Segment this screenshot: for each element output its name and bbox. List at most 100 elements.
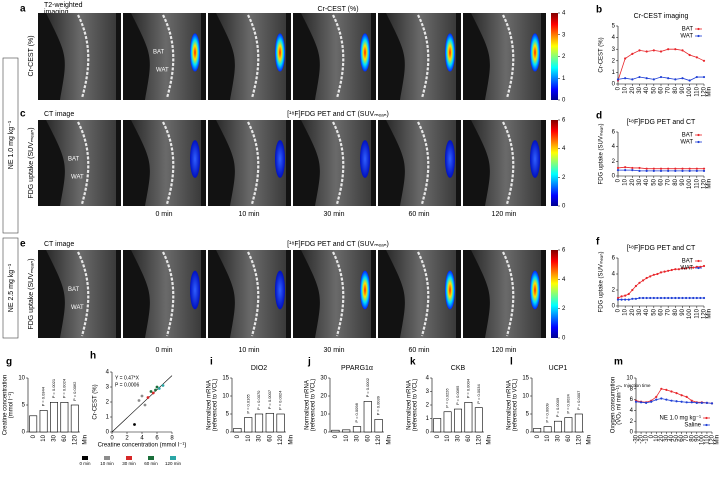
spine [247,14,260,99]
data-point [631,78,634,81]
bar [554,420,562,433]
data-point [620,295,623,298]
time-label: 10 min [238,347,259,354]
time-label: 0 min [155,347,172,354]
legend-label: 120 min [165,461,182,466]
colorbar [551,250,558,338]
colorbar-label: 1 [562,76,566,82]
data-point [624,294,627,297]
bar [564,417,573,433]
y-tick-label: 2 [426,403,430,409]
data-point [645,276,648,280]
body-outline [46,120,116,206]
data-point [161,384,165,387]
spine [162,121,175,205]
p-value: P = 0.0002 [365,377,370,397]
x-tick-label: 10 [623,86,629,93]
colorbar-label: 4 [562,146,566,152]
legend-label: BAT [682,133,694,139]
spine [417,251,430,337]
group-label: NE 1.0 mg kg⁻¹ [8,120,15,169]
x-tick-label: -10 [644,434,650,443]
body-outline [46,13,116,100]
y-tick-label: 10 [626,376,633,382]
x-tick-label: 100 [699,434,705,445]
colorbar [551,13,558,100]
data-point [616,296,620,300]
y-tick-label: 2 [106,400,110,406]
data-point [659,271,663,274]
colorbar-label: 0 [562,98,566,104]
x-tick-label: 10 [41,434,47,441]
data-point [663,270,666,273]
data-point [624,169,627,172]
legend-marker [697,266,700,270]
x-tick-label: 30 [456,434,462,441]
y-axis-label: FDG uptake (SUVₘₑₐₙ) [599,124,605,185]
p-value: P = 0.0009 [545,402,550,422]
data-point [674,48,677,51]
x-tick-label: 100 [687,308,693,319]
x-tick-label: 120 [710,434,716,445]
data-point [667,169,670,172]
bar [574,413,583,433]
x-tick-label: 4 [140,436,144,442]
legend-label: 30 min [122,461,136,466]
data-point [677,268,681,271]
data-point [681,169,684,172]
legend-marker [705,416,708,420]
data-point [151,391,155,395]
colorbar-label: 2 [562,306,566,312]
data-point [702,75,706,79]
y-axis-label: Normalized mRNA [207,380,213,430]
data-point [692,296,695,300]
spine [77,121,90,205]
panel-letter: e [20,239,26,250]
x-tick-label: -30 [634,434,640,443]
y-tick-label: 4 [426,376,430,382]
p-value: P = 0.0024 [61,378,66,398]
x-tick-label: 30 [52,434,58,441]
data-point [616,166,620,170]
bar [543,426,552,433]
y-tick-label: 15 [222,376,229,382]
series-line [617,48,705,81]
time-label: 60 min [408,211,429,218]
data-point [624,57,627,60]
bar [39,410,48,433]
x-axis-label: Min [387,435,393,445]
x-tick-label: 110 [694,308,700,318]
panel-letter: j [307,357,311,368]
data-point [140,394,144,398]
body-outline [471,250,541,338]
data-point [634,284,638,288]
chart-title: [¹⁸F]FDG PET and CT [627,119,696,126]
data-point [695,296,698,300]
data-point [695,56,698,59]
body-outline [216,250,286,338]
data-point [667,48,670,51]
legend-marker [697,133,700,137]
p-value: P = 0.0226 [445,388,450,408]
data-point [665,388,668,391]
x-tick-label: 0 [535,434,541,438]
spine [502,14,515,99]
data-point [681,49,684,52]
x-tick-label: 100 [687,86,693,97]
panel-letter: f [596,237,600,248]
p-value: P = 0.0344 [41,386,46,406]
group-box [2,57,19,234]
x-axis-label: Min [715,435,721,445]
data-point [655,398,658,401]
colorbar-label: 3 [562,32,566,38]
x-tick-label: 120 [576,434,582,445]
legend-marker [697,140,700,144]
x-axis-label: Min [487,435,493,445]
y-tick-label: 4 [612,272,616,278]
y-tick-label: 3 [106,385,110,391]
y-tick-label: 5 [526,412,530,418]
y-tick-label: 0 [612,304,616,310]
data-point [680,394,683,397]
data-point [670,296,673,300]
x-tick-label: 0 [616,178,622,182]
